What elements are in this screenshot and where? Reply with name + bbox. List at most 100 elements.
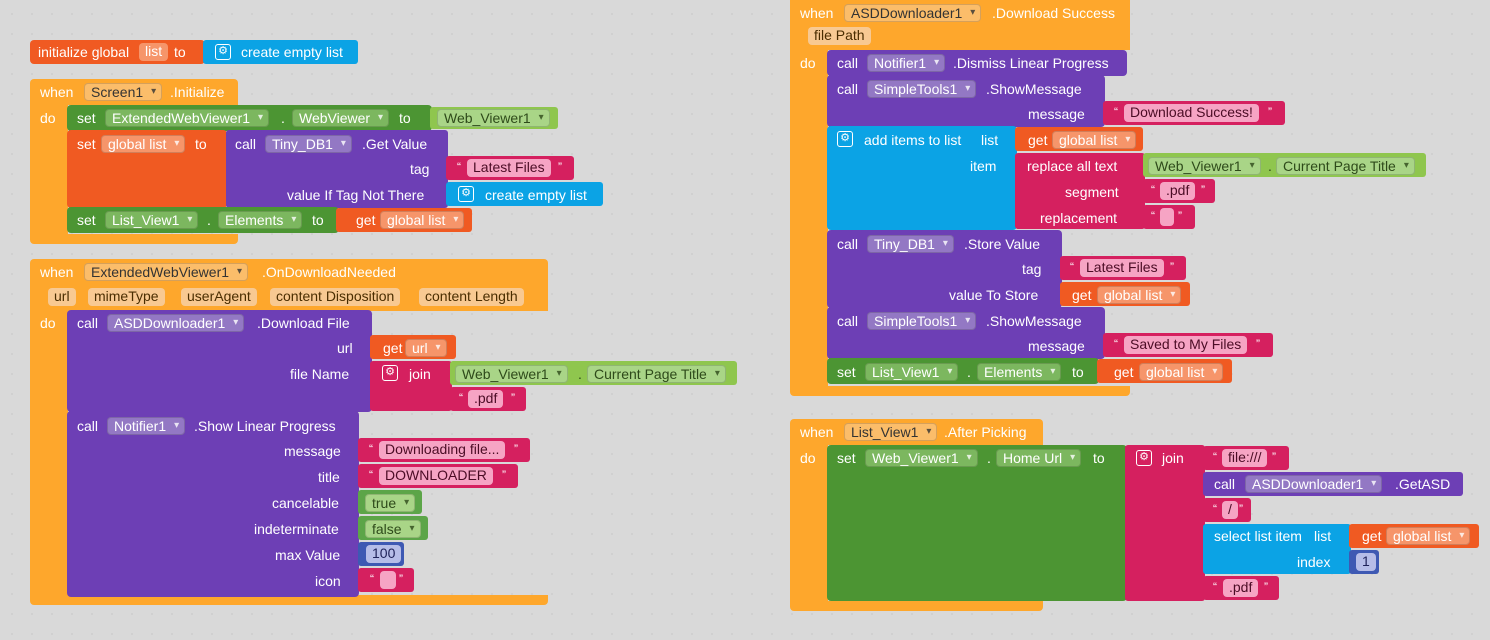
pdf-text-field[interactable]: .pdf <box>468 390 504 408</box>
join-block[interactable] <box>370 361 452 411</box>
web-viewer-dropdown[interactable]: Web_Viewer1 <box>455 365 568 383</box>
after-picking-label: .After Picking <box>944 424 1027 440</box>
simpletools-dropdown[interactable]: SimpleTools1 <box>867 312 977 330</box>
file-scheme-text-field[interactable]: file:/// <box>1222 449 1268 467</box>
show-linear-progress-block[interactable] <box>67 411 359 597</box>
open-quote: “ <box>369 468 373 482</box>
param-content-length[interactable]: content Length <box>419 288 524 306</box>
listview-event-dropdown[interactable]: List_View1 <box>844 423 938 441</box>
do-label: do <box>40 110 56 126</box>
extendedwebviewer-event-dropdown[interactable]: ExtendedWebViewer1 <box>84 263 249 281</box>
open-quote: “ <box>370 572 374 586</box>
call-label: call <box>837 236 859 252</box>
message-arg-label: message <box>284 443 341 459</box>
web-viewer-set-dropdown[interactable]: Web_Viewer1 <box>865 449 978 467</box>
asddownloader-event-dropdown[interactable]: ASDDownloader1 <box>844 4 982 22</box>
param-url[interactable]: url <box>48 288 76 306</box>
notifier-dropdown[interactable]: Notifier1 <box>867 54 946 72</box>
call-label: call <box>837 313 859 329</box>
open-quote: “ <box>1151 183 1155 197</box>
saved-text-field[interactable]: Saved to My Files <box>1124 336 1248 354</box>
title-text-field[interactable]: DOWNLOADER <box>379 467 493 485</box>
join-label: join <box>1162 450 1184 466</box>
segment-text-field[interactable]: .pdf <box>1160 182 1196 200</box>
slash-text-field[interactable]: / <box>1222 501 1238 519</box>
list-arg-label: list <box>1314 528 1332 544</box>
param-mimetype[interactable]: mimeType <box>88 288 165 306</box>
screen1-dropdown[interactable]: Screen1 <box>84 83 163 101</box>
global-name-field[interactable]: list <box>139 43 169 61</box>
asddownloader-dropdown[interactable]: ASDDownloader1 <box>1245 475 1383 493</box>
do-label: do <box>800 450 816 466</box>
close-quote: ” <box>1256 337 1260 351</box>
title-arg-label: title <box>318 469 340 485</box>
dismiss-method-label: .Dismiss Linear Progress <box>953 55 1109 71</box>
param-file-path[interactable]: file Path <box>808 27 871 45</box>
after-picking-foot <box>790 601 1043 611</box>
global-list-dropdown[interactable]: global list <box>1386 527 1471 545</box>
webviewer-prop-dropdown[interactable]: WebViewer <box>292 109 390 127</box>
url-var-dropdown[interactable]: url <box>405 339 447 357</box>
set-label: set <box>77 136 96 152</box>
web-viewer-dropdown[interactable]: Web_Viewer1 <box>437 109 550 127</box>
mutator-gear-icon[interactable]: ⚙ <box>837 131 853 147</box>
simpletools-dropdown[interactable]: SimpleTools1 <box>867 80 977 98</box>
icon-text-field[interactable] <box>380 571 396 589</box>
current-page-title-dropdown[interactable]: Current Page Title <box>587 365 726 383</box>
param-useragent[interactable]: userAgent <box>181 288 257 306</box>
getasd-method-label: .GetASD <box>1395 476 1451 492</box>
init-global-block[interactable] <box>30 40 205 64</box>
elements-prop-dropdown[interactable]: Elements <box>218 211 303 229</box>
set-home-url-block[interactable] <box>827 445 1127 601</box>
pdf-text-field[interactable]: .pdf <box>1223 579 1259 597</box>
set-label: set <box>77 110 96 126</box>
call-label: call <box>235 136 257 152</box>
tag-text-field[interactable]: Latest Files <box>1080 259 1164 277</box>
global-list-dropdown[interactable]: global list <box>380 211 465 229</box>
true-dropdown[interactable]: true <box>365 494 416 512</box>
open-quote: “ <box>457 160 461 174</box>
mutator-gear-icon[interactable]: ⚙ <box>1136 450 1152 466</box>
replacement-text-field[interactable] <box>1160 208 1174 226</box>
listview-dropdown[interactable]: List_View1 <box>865 363 959 381</box>
to-label: to <box>312 212 324 228</box>
file-name-arg-label: file Name <box>290 366 350 382</box>
tag-label: tag <box>410 161 430 177</box>
message-arg-label: message <box>1028 106 1085 122</box>
global-list-dropdown[interactable]: global list <box>1052 131 1137 149</box>
home-url-prop-dropdown[interactable]: Home Url <box>996 449 1082 467</box>
extendedwebviewer-dropdown[interactable]: ExtendedWebViewer1 <box>105 109 270 127</box>
global-list-dropdown[interactable]: global list <box>1097 286 1182 304</box>
tinydb-dropdown[interactable]: Tiny_DB1 <box>265 135 352 153</box>
set-label: set <box>837 364 856 380</box>
web-viewer-dropdown[interactable]: Web_Viewer1 <box>1148 157 1261 175</box>
close-quote: ” <box>1178 209 1182 223</box>
listview-dropdown[interactable]: List_View1 <box>105 211 199 229</box>
global-list-dropdown[interactable]: global list <box>1139 363 1224 381</box>
elements-prop-dropdown[interactable]: Elements <box>977 363 1062 381</box>
global-list-dropdown[interactable]: global list <box>101 135 186 153</box>
max-value-arg-label: max Value <box>275 547 341 563</box>
mutator-gear-icon[interactable]: ⚙ <box>458 186 474 202</box>
current-page-title-dropdown[interactable]: Current Page Title <box>1276 157 1415 175</box>
mutator-gear-icon[interactable]: ⚙ <box>215 44 231 60</box>
screen-init-foot <box>30 234 238 244</box>
index-value-field[interactable]: 1 <box>1356 553 1376 571</box>
message-text-field[interactable]: Downloading file... <box>379 441 506 459</box>
add-items-to-list-block[interactable] <box>827 126 1017 230</box>
param-content-disposition[interactable]: content Disposition <box>270 288 401 306</box>
call-label: call <box>77 418 99 434</box>
false-dropdown[interactable]: false <box>365 520 421 538</box>
value-if-not-there-label: value If Tag Not There <box>287 187 425 203</box>
select-list-item-block[interactable] <box>1203 524 1351 574</box>
join-block[interactable] <box>1125 445 1205 601</box>
notifier-dropdown[interactable]: Notifier1 <box>107 417 186 435</box>
set-label: set <box>77 212 96 228</box>
success-text-field[interactable]: Download Success! <box>1124 104 1259 122</box>
tag-text-field[interactable]: Latest Files <box>467 159 551 177</box>
asddownloader-dropdown[interactable]: ASDDownloader1 <box>107 314 245 332</box>
mutator-gear-icon[interactable]: ⚙ <box>382 365 398 381</box>
max-value-field[interactable]: 100 <box>366 545 402 563</box>
replace-all-text-block[interactable] <box>1015 153 1145 229</box>
tinydb-dropdown[interactable]: Tiny_DB1 <box>867 235 954 253</box>
